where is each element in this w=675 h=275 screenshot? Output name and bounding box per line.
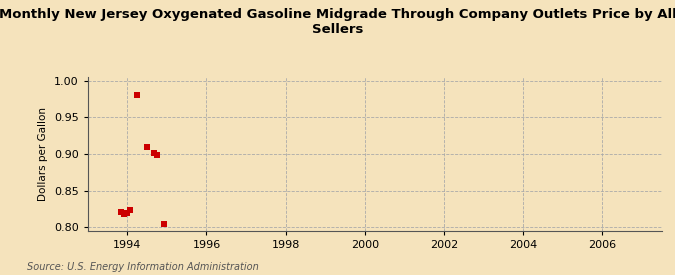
Y-axis label: Dollars per Gallon: Dollars per Gallon bbox=[38, 107, 49, 201]
Point bbox=[115, 210, 126, 214]
Point bbox=[142, 144, 153, 149]
Point bbox=[122, 210, 133, 215]
Point bbox=[152, 153, 163, 157]
Point bbox=[132, 92, 142, 97]
Text: Monthly New Jersey Oxygenated Gasoline Midgrade Through Company Outlets Price by: Monthly New Jersey Oxygenated Gasoline M… bbox=[0, 8, 675, 36]
Point bbox=[119, 212, 130, 216]
Point bbox=[148, 151, 159, 155]
Point bbox=[159, 221, 169, 226]
Point bbox=[125, 208, 136, 213]
Text: Source: U.S. Energy Information Administration: Source: U.S. Energy Information Administ… bbox=[27, 262, 259, 272]
